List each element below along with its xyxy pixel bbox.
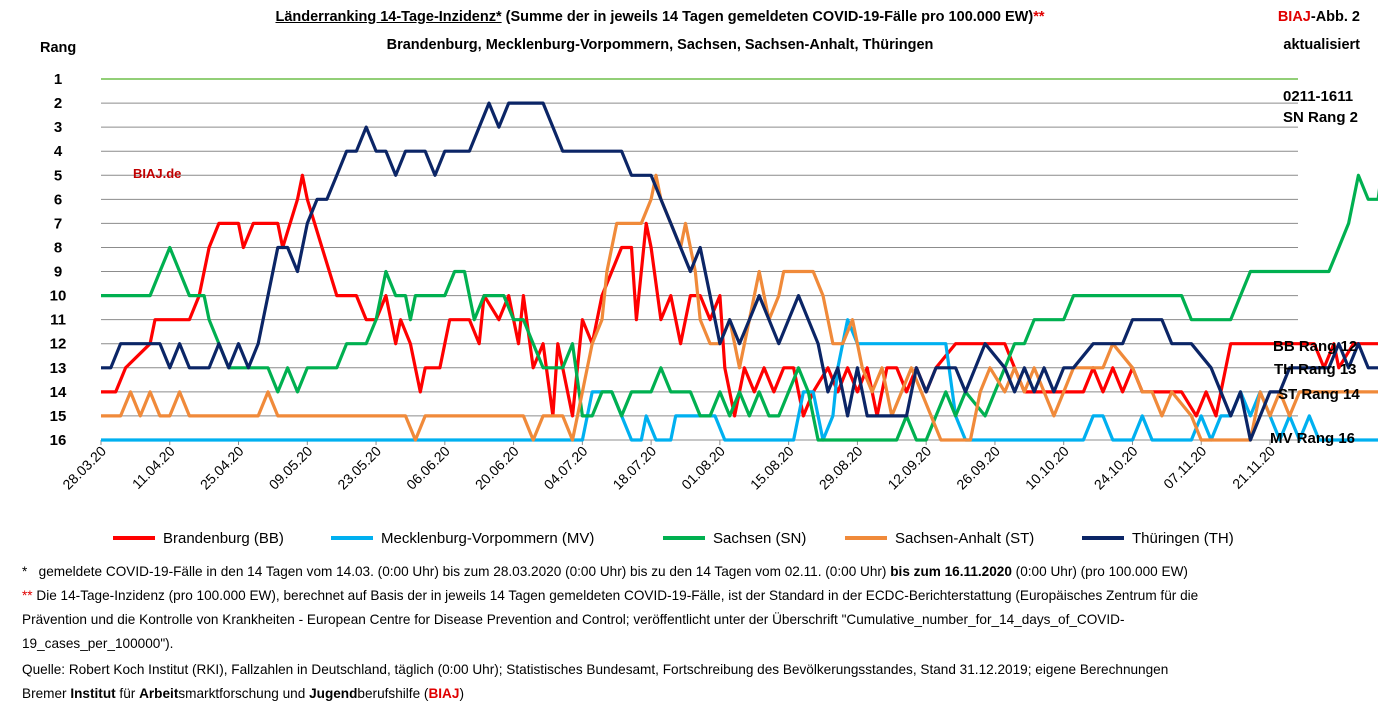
footnote-2-line1: Die 14-Tage-Inzidenz (pro 100.000 EW), b… [32, 588, 1199, 603]
series-line-th [101, 101, 1378, 442]
end-label-mv: MV Rang 16 [1270, 430, 1355, 447]
x-tick-label: 26.09.20 [953, 443, 1003, 493]
y-tick-label: 16 [50, 432, 67, 449]
series-line-st [101, 173, 1378, 442]
y-tick-label: 12 [50, 336, 67, 353]
x-tick-label: 07.11.20 [1160, 443, 1209, 492]
watermark-label: BIAJ.de [133, 166, 182, 181]
x-tick-label: 24.10.20 [1091, 443, 1141, 493]
x-tick-label: 20.06.20 [472, 443, 522, 493]
end-labels: 0211-1611 SN Rang 2 BB Rang 12 TH Rang 13 ST… [1270, 88, 1360, 447]
x-tick-label: 15.08.20 [747, 443, 797, 493]
source-note: Quelle: Robert Koch Institut (RKI), Fall… [22, 662, 1169, 677]
institute-part: ) [459, 686, 464, 701]
figure-number: -Abb. 2 [1310, 9, 1360, 25]
legend-label-st: Sachsen-Anhalt (ST) [895, 529, 1035, 547]
x-tick-label: 04.07.20 [541, 443, 591, 493]
legend-swatch-th [1082, 536, 1124, 540]
x-tick-label: 10.10.20 [1022, 443, 1072, 493]
x-tick-label: 18.07.20 [609, 443, 659, 493]
legend-label-bb: Brandenburg (BB) [163, 529, 284, 547]
institute-part: berufshilfe ( [357, 686, 429, 701]
legend-label-sn: Sachsen (SN) [713, 529, 807, 547]
footnote-2: ** Die 14-Tage-Inzidenz (pro 100.000 EW)… [22, 584, 1198, 607]
figure-brand: BIAJ [1277, 9, 1311, 25]
x-tick-label: 23.05.20 [334, 443, 384, 493]
footnote-1-bold: bis zum 16.11.2020 [890, 564, 1012, 579]
x-tick-label: 11.04.20 [129, 443, 178, 492]
footnote-1: * gemeldete COVID-19-Fälle in den 14 Tag… [22, 560, 1188, 583]
y-tick-label: 6 [54, 191, 62, 208]
y-tick-label: 7 [54, 215, 62, 232]
x-tick-label: 29.08.20 [816, 443, 866, 493]
institute-brand: BIAJ [428, 686, 460, 701]
y-tick-label: 14 [50, 384, 67, 401]
legend-swatch-sn [663, 536, 705, 540]
chart-title: Länderranking 14-Tage-Inzidenz* (Summe d… [0, 9, 1320, 25]
x-tick-label: 01.08.20 [678, 443, 728, 493]
footnote-1-marker: * [22, 564, 28, 579]
legend-item-sn: Sachsen (SN) [663, 528, 806, 548]
series-line-bb [101, 173, 1378, 418]
x-tick-labels: 28.03.20 11.04.20 25.04.20 09.05.20 23.05.20… [59, 443, 1278, 493]
y-tick-label: 5 [54, 167, 62, 184]
end-label-th: TH Rang 13 [1274, 361, 1357, 378]
institute-part-bold: Institut [70, 686, 116, 701]
legend-item-st: Sachsen-Anhalt (ST) [845, 528, 1034, 548]
footnote-2-line3: 19_cases_per_100000"). [22, 636, 174, 651]
series-lines [101, 101, 1378, 442]
y-tick-label: 1 [54, 71, 62, 88]
end-label-bb: BB Rang 12 [1273, 338, 1357, 355]
series-line-mv [101, 318, 1378, 442]
institute-note: Bremer Institut für Arbeitsmarktforschun… [22, 682, 464, 705]
footnote-1-tail: (0:00 Uhr) (pro 100.000 EW) [1011, 564, 1188, 579]
chart-title-main: Länderranking 14-Tage-Inzidenz* [275, 9, 502, 25]
y-tick-label: 11 [50, 312, 66, 329]
end-label-st: ST Rang 14 [1278, 386, 1360, 403]
legend-item-mv: Mecklenburg-Vorpommern (MV) [331, 528, 594, 548]
x-tick-label: 25.04.20 [197, 443, 247, 493]
institute-part: für [115, 686, 140, 701]
x-tick-label: 28.03.20 [59, 443, 109, 493]
institute-part-bold: Arbeit [139, 686, 179, 701]
end-label-sn_b: SN Rang 2 [1283, 109, 1358, 126]
figure-label: BIAJ-Abb. 2 [1278, 9, 1360, 25]
footnote-2-line2: Prävention und die Kontrolle von Krankhe… [22, 612, 1125, 627]
chart-subtitle: Brandenburg, Mecklenburg-Vorpommern, Sac… [386, 37, 934, 53]
y-tick-label: 8 [54, 239, 62, 256]
y-tick-label: 13 [50, 360, 67, 377]
x-tick-label: 12.09.20 [884, 443, 934, 493]
figure-status: aktualisiert [1283, 37, 1360, 53]
y-tick-label: 2 [54, 95, 62, 112]
chart-title-marker: ** [1033, 9, 1045, 25]
legend-swatch-st [845, 536, 887, 540]
y-tick-label: 9 [54, 264, 62, 281]
legend-item-bb: Brandenburg (BB) [113, 528, 284, 548]
legend-label-th: Thüringen (TH) [1132, 529, 1234, 547]
x-tick-label: 21.11.20 [1229, 443, 1278, 492]
series-line-sn [101, 173, 1378, 442]
y-tick-label: 3 [54, 119, 62, 136]
legend-label-mv: Mecklenburg-Vorpommern (MV) [381, 529, 595, 547]
y-tick-label: 10 [50, 288, 67, 305]
chart-title-rest: (Summe der in jeweils 14 Tagen gemeldete… [501, 9, 1034, 25]
y-tick-label: 15 [50, 408, 67, 425]
legend-item-th: Thüringen (TH) [1082, 528, 1234, 548]
y-axis-title: Rang [40, 40, 77, 56]
x-tick-label: 09.05.20 [266, 443, 316, 493]
x-tick-label: 06.06.20 [403, 443, 453, 493]
y-tick-label: 4 [54, 143, 63, 160]
footnote-1-text: gemeldete COVID-19-Fälle in den 14 Tagen… [38, 564, 891, 579]
institute-part-bold: Jugend [309, 686, 358, 701]
end-label-sn_a: 0211-1611 [1283, 88, 1353, 105]
grid-lines [100, 78, 1298, 445]
footnote-2-marker: ** [22, 588, 33, 603]
legend-swatch-bb [113, 536, 155, 540]
institute-part: Bremer [22, 686, 71, 701]
legend-swatch-mv [331, 536, 373, 540]
institute-part: smarktforschung und [178, 686, 310, 701]
